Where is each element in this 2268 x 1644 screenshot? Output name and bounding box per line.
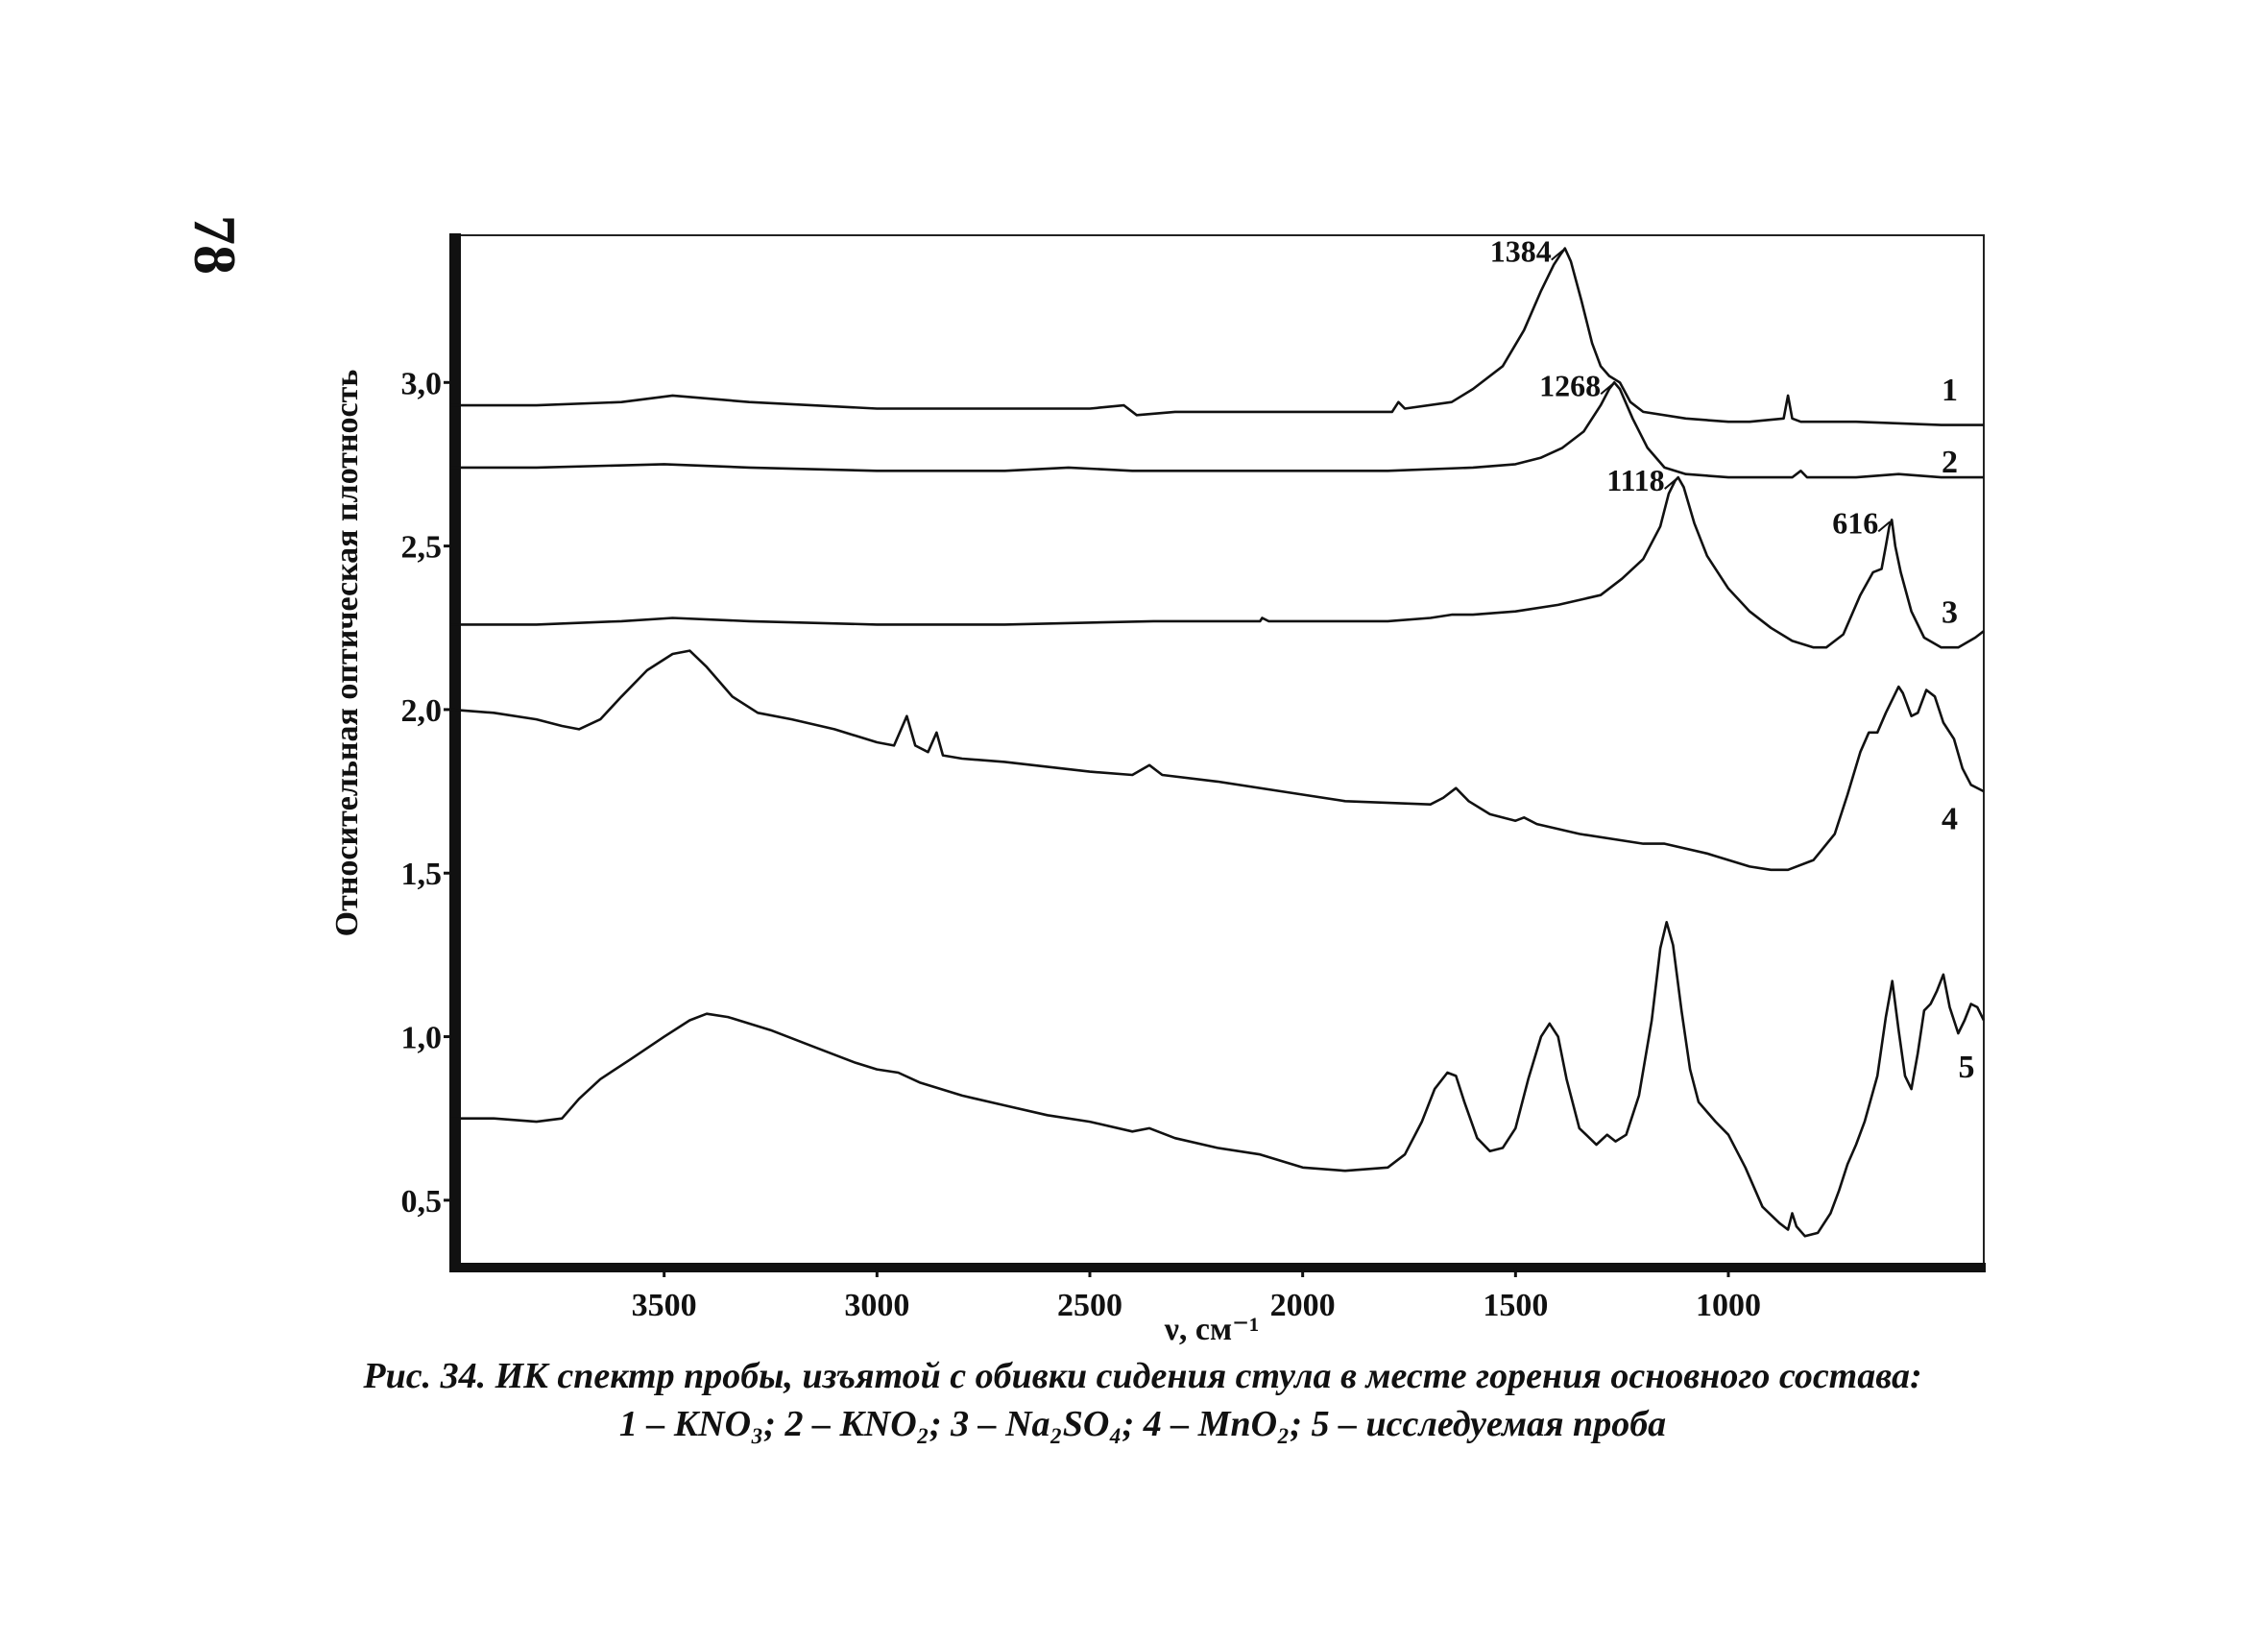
peak-label-1384: 1384 [1490,234,1552,269]
y-tick-label: 1,0 [401,1021,443,1056]
x-tick-label: 3000 [844,1288,909,1323]
x-axis-ticks: 3500 3000 2500 2000 1500 1000 [632,1268,1761,1323]
annotation-leader [1600,383,1613,396]
y-axis-label: Относительная оптическая плотность [329,370,365,937]
x-tick-label: 3500 [632,1288,697,1323]
peak-label-616: 616 [1832,505,1878,540]
figure-caption: Рис. 34. ИК спектр пробы, изъятой с обив… [317,1352,1968,1448]
y-tick-label: 1,5 [401,857,443,892]
x-tick-label: 1500 [1483,1288,1548,1323]
y-tick-label: 2,5 [401,530,443,566]
series-line-2 [451,381,1984,479]
x-tick-label: 2500 [1057,1288,1122,1323]
caption-line-2: 1 – KNO₃; 2 – KNO₂; 3 – Na₂SO₄; 4 – MnO₂… [618,1404,1667,1444]
series-line-5 [451,921,1986,1238]
plot-border [450,234,1985,1267]
x-axis-label: ν, см⁻¹ [1164,1312,1260,1347]
y-tick-label: 2,0 [401,693,443,729]
series-label-2: 2 [1942,445,1958,480]
peak-label-1118: 1118 [1606,463,1664,497]
y-tick-label: 3,0 [401,366,443,401]
series-label-4: 4 [1942,801,1958,836]
annotation-leader [1551,249,1564,261]
series-line-4 [450,649,1985,872]
series-line-3 [451,475,1985,649]
series-label-1: 1 [1942,373,1958,408]
x-tick-label: 1000 [1696,1288,1761,1323]
series-label-3: 3 [1942,595,1958,631]
plot-frame [449,233,1986,1272]
y-axis-ticks: 3,0 2,5 2,0 1,5 1,0 0,5 [401,366,451,1220]
series-line-1 [451,247,1984,426]
spectra: 1 2 3 4 5 [450,247,1986,1238]
annotation-leader [1664,478,1677,490]
peak-label-1268: 1268 [1539,368,1601,402]
x-tick-label: 2000 [1270,1288,1336,1323]
y-tick-label: 0,5 [401,1184,443,1220]
series-label-5: 5 [1959,1050,1975,1085]
caption-line-1: Рис. 34. ИК спектр пробы, изъятой с обив… [363,1356,1922,1396]
annotation-leader [1877,520,1891,533]
peak-annotations: 1384 1268 1118 616 [1490,234,1891,540]
